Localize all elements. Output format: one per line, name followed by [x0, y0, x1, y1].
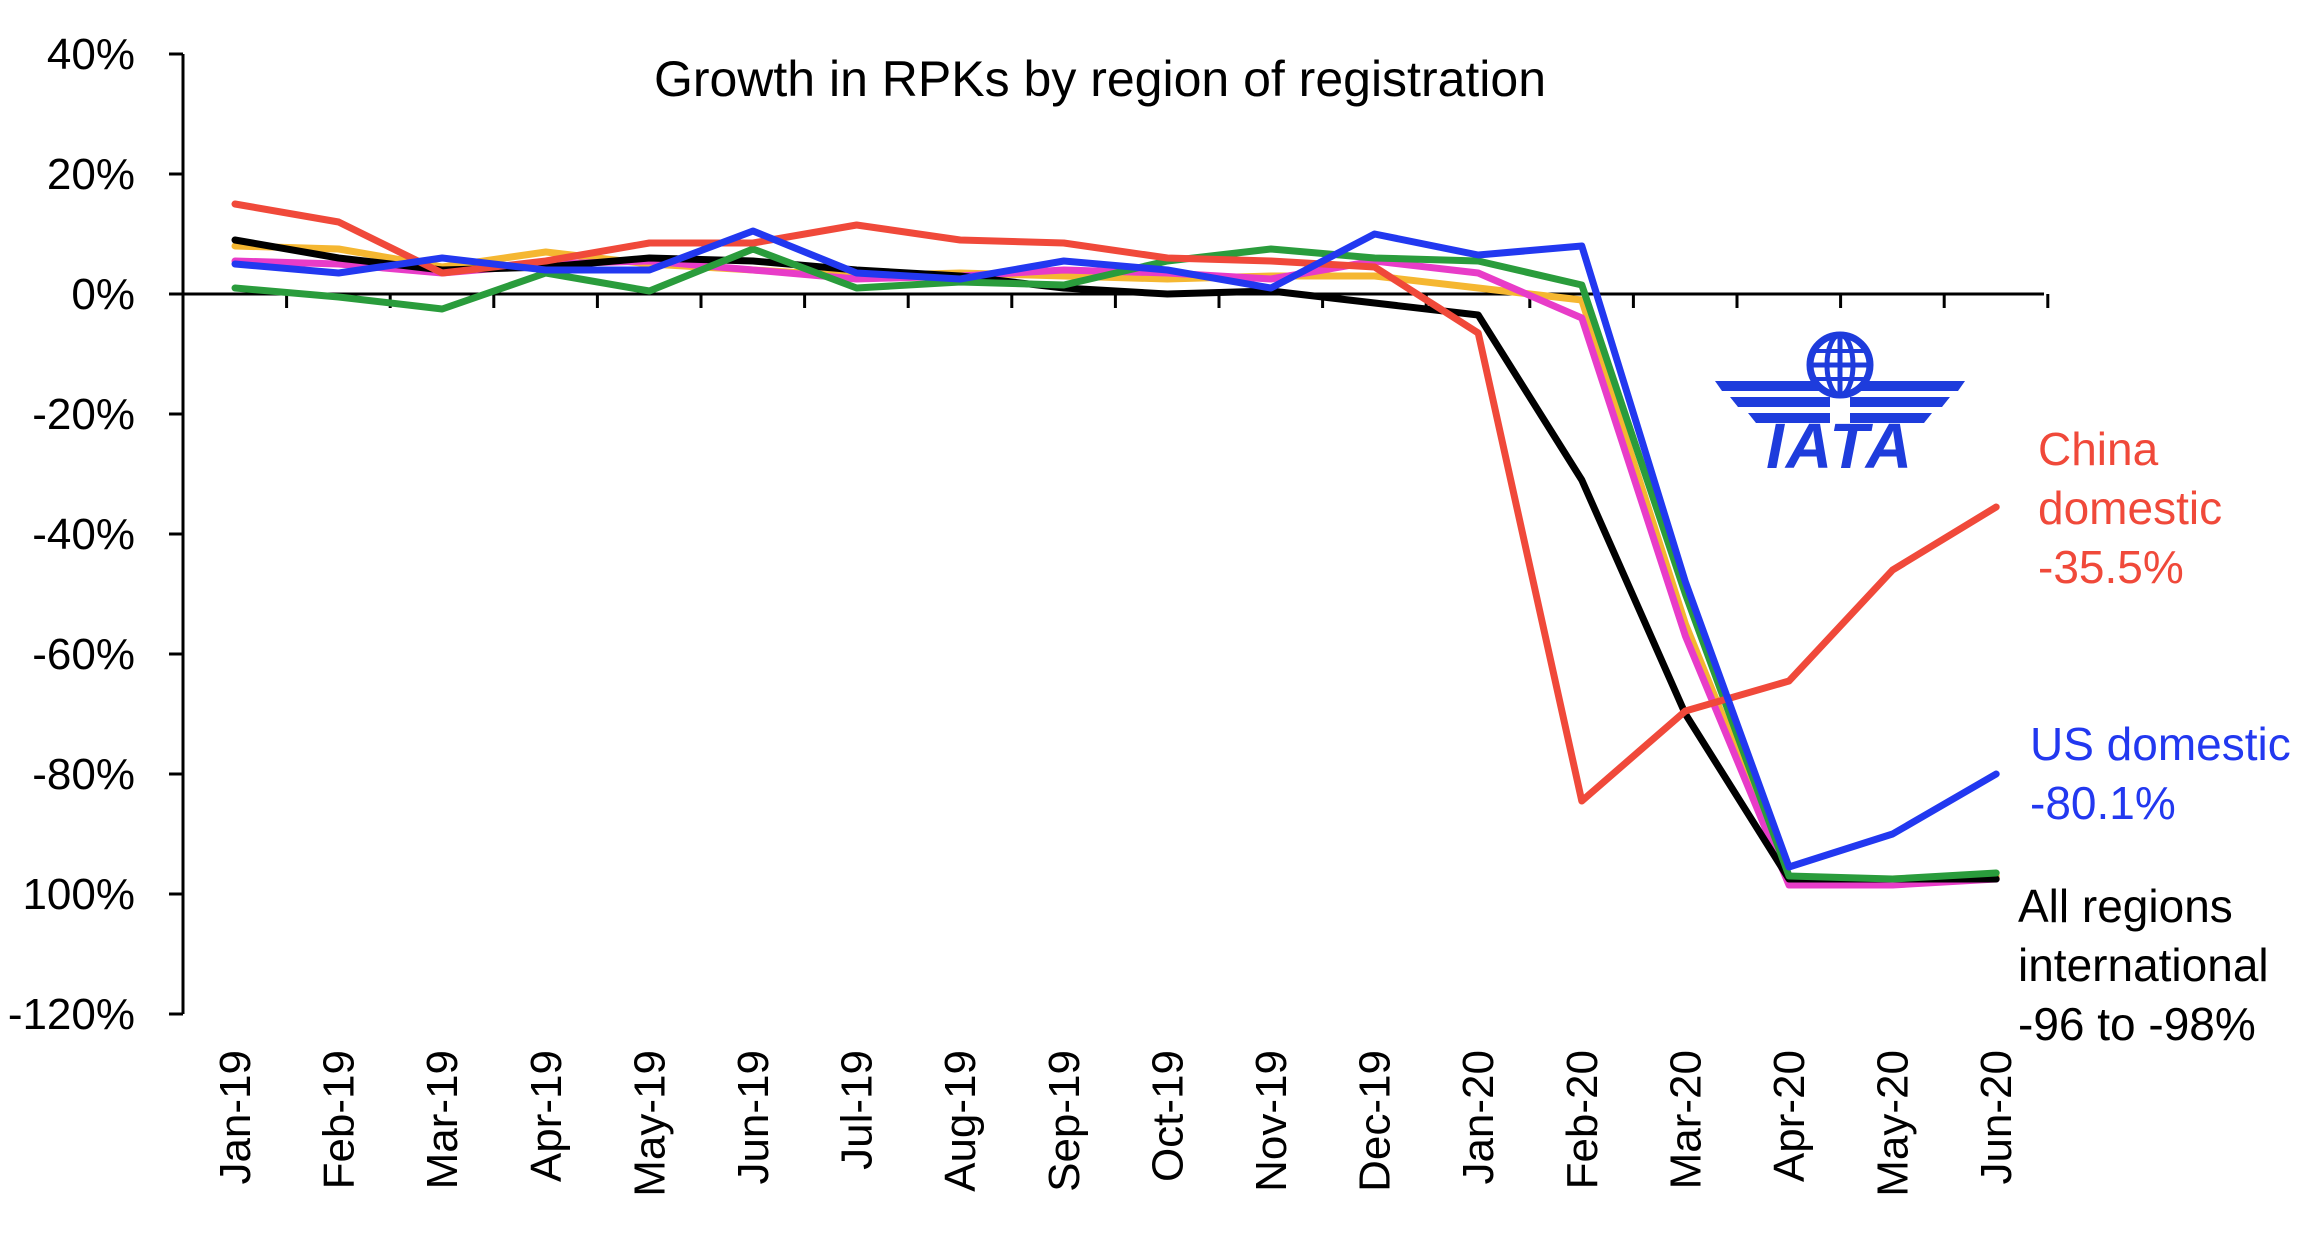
annotation-line: -80.1% [2030, 777, 2176, 829]
x-tick-label: Sep-19 [1040, 1050, 1089, 1192]
y-tick-label: 40% [47, 30, 135, 79]
y-tick-label: -40% [32, 510, 135, 559]
x-tick-label: May-20 [1869, 1050, 1918, 1197]
y-tick-label: -80% [32, 750, 135, 799]
annotation-line: -35.5% [2038, 541, 2184, 593]
annotation-line: All regions [2018, 880, 2233, 932]
y-tick-label: -60% [32, 630, 135, 679]
series-line-0 [231, 242, 2000, 883]
x-tick-labels: Jan-19 Feb-19 Mar-19 Apr-19 May-19 Jun-19 Jul-… [211, 1050, 2021, 1197]
x-tick-label: Feb-19 [315, 1050, 364, 1189]
annotation-line: international [2018, 939, 2269, 991]
x-tick-label: Jun-20 [1972, 1050, 2021, 1185]
annotations: China domestic -35.5% US domestic -80.1% All … [2018, 423, 2291, 1050]
y-tick-label: 20% [47, 150, 135, 199]
series-line-5 [231, 227, 2000, 871]
x-tick-label: Aug-19 [936, 1050, 985, 1192]
annotation-0: China domestic -35.5% [2038, 423, 2222, 593]
logo-text: IATA [1766, 410, 1914, 482]
annotation-line: US domestic [2030, 718, 2291, 770]
x-tick-label: May-19 [625, 1050, 674, 1197]
x-tick-label: Nov-19 [1247, 1050, 1296, 1192]
x-tick-label: Oct-19 [1143, 1050, 1192, 1182]
y-tick-labels: 40% 20% 0% -20% -40% -60% -80% 100% -120% [8, 30, 135, 1039]
annotation-1: US domestic -80.1% [2030, 718, 2291, 829]
annotation-line: -96 to -98% [2018, 998, 2256, 1050]
x-tick-label: Jul-19 [833, 1050, 882, 1170]
annotation-line: China [2038, 423, 2159, 475]
x-tick-label: Mar-19 [418, 1050, 467, 1189]
globe-wings-icon: IATA [1715, 331, 1965, 482]
y-tick-label: -120% [8, 990, 135, 1039]
x-tick-label: Jan-19 [211, 1050, 260, 1185]
series-line-3 [231, 245, 2000, 883]
chart-title: Growth in RPKs by region of registration [654, 51, 1546, 107]
axes [169, 52, 2050, 1016]
x-tick-label: Jan-20 [1454, 1050, 1503, 1185]
x-tick-label: Mar-20 [1661, 1050, 1710, 1189]
series-lines [231, 200, 2000, 889]
y-tick-label: -20% [32, 390, 135, 439]
x-tick-label: Jun-19 [729, 1050, 778, 1185]
y-tick-label: 100% [22, 870, 135, 919]
x-tick-label: Apr-20 [1765, 1050, 1814, 1182]
x-tick-label: Apr-19 [522, 1050, 571, 1182]
annotation-line: domestic [2038, 482, 2222, 534]
series-line-4 [231, 200, 2000, 805]
x-tick-label: Dec-19 [1351, 1050, 1400, 1192]
series-line-2 [231, 236, 2000, 883]
y-tick-label: 0% [71, 270, 135, 319]
x-tick-label: Feb-20 [1558, 1050, 1607, 1189]
annotation-2: All regions international -96 to -98% [2018, 880, 2269, 1050]
